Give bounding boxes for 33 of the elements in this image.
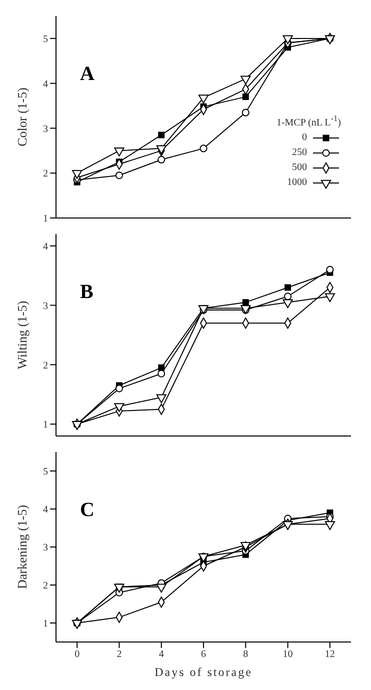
y-tick-label: 1 — [43, 420, 48, 431]
x-tick-label: 12 — [324, 649, 335, 660]
y-tick-label: 5 — [43, 466, 48, 478]
y-tick-label: 4 — [43, 78, 48, 90]
y-tick-label: 2 — [43, 360, 48, 372]
legend-title: 1-MCP (nL L$^{-1}$) — [276, 114, 341, 128]
y-axis-title: Color (1-5) — [14, 88, 30, 146]
x-tick-label: 8 — [243, 649, 248, 660]
legend-label: 0 — [301, 132, 307, 143]
y-tick-label: 3 — [43, 300, 48, 312]
x-tick-label: 2 — [116, 649, 122, 660]
x-axis-title: Days of storage — [154, 665, 252, 679]
annotation: C — [80, 499, 94, 522]
x-tick-label: 0 — [74, 649, 80, 660]
y-tick-label: 2 — [43, 168, 48, 180]
y-tick-label: 4 — [43, 241, 48, 252]
x-tick-label: 10 — [282, 649, 293, 660]
legend-label: 250 — [291, 147, 307, 158]
x-tick-label: 4 — [158, 649, 164, 660]
y-tick-label: 3 — [43, 124, 48, 135]
y-tick-label: 4 — [43, 504, 48, 516]
y-axis-title: Darkening (1-5) — [14, 504, 30, 590]
y-tick-label: 2 — [43, 580, 48, 592]
annotation: A — [80, 63, 94, 86]
y-tick-label: 5 — [43, 34, 48, 45]
y-tick-label: 3 — [43, 542, 48, 554]
y-axis-title: Wilting (1-5) — [14, 300, 30, 370]
x-tick-label: 6 — [201, 649, 206, 660]
legend-label: 1000 — [286, 177, 307, 188]
legend-label: 500 — [291, 162, 307, 173]
y-tick-label: 1 — [43, 214, 48, 225]
annotation: B — [80, 281, 94, 304]
y-tick-label: 1 — [43, 618, 48, 630]
